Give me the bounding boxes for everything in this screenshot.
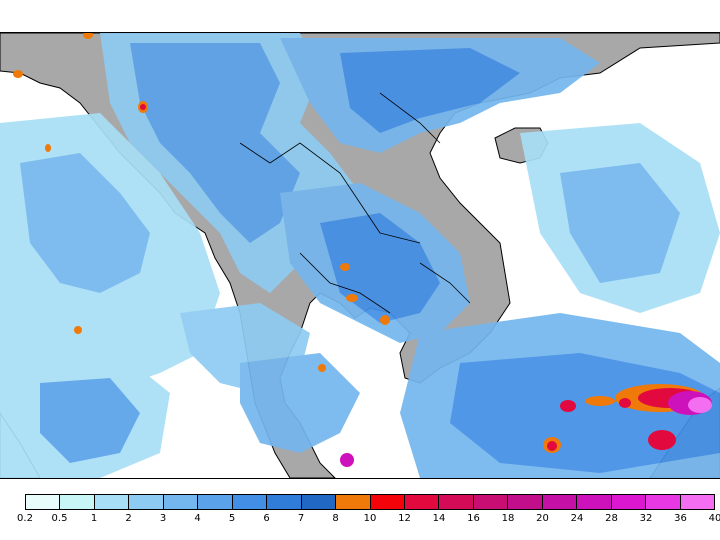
legend-swatch	[646, 495, 681, 509]
rain-area-east-mid	[560, 163, 680, 283]
legend-swatch	[26, 495, 61, 509]
legend-tick-label: 36	[674, 513, 687, 524]
heavy-rain-spot	[585, 396, 615, 406]
legend-tick-label: 0.2	[17, 513, 33, 524]
legend-tick-label: 5	[228, 513, 236, 524]
country-border	[239, 142, 421, 244]
country-border	[419, 262, 471, 304]
legend-swatch	[267, 495, 302, 509]
legend-swatch	[577, 495, 612, 509]
legend-tick-label: 10	[363, 513, 377, 524]
legend-tick-label: 0.5	[51, 513, 68, 524]
color-scale-ticks: 0.2 0.5 1 2 3 4 5 6 7 8 10 12 14 16 18 20 24 28 32 36 40	[17, 513, 720, 527]
rain-area-west-mid	[20, 153, 150, 293]
legend-tick-label: 32	[639, 513, 653, 524]
heavy-rain-spot	[13, 70, 23, 78]
country-border	[299, 252, 391, 314]
border-lines	[239, 92, 471, 314]
precipitation-map	[0, 32, 720, 479]
legend-swatch	[404, 495, 440, 509]
legend-swatch	[129, 495, 164, 509]
heavy-rain-spot	[619, 398, 631, 408]
legend-tick-label: 16	[467, 513, 480, 524]
legend-tick-label: 7	[297, 513, 305, 524]
legend-swatch	[439, 495, 474, 509]
legend-swatch	[198, 495, 233, 509]
legend-tick-label: 6	[263, 513, 270, 524]
legend-swatch	[94, 495, 130, 509]
legend-tick-label: 12	[398, 513, 411, 524]
legend-swatch	[542, 495, 578, 509]
heavy-rain-spot	[648, 430, 676, 450]
heavy-rain-spot	[74, 326, 82, 334]
legend-tick-label: 28	[605, 513, 618, 524]
heavy-rain-spot	[547, 441, 557, 451]
legend-tick-label: 1	[90, 513, 98, 524]
heavy-rain-spots	[13, 33, 712, 467]
heavy-rain-spot	[560, 400, 576, 412]
country-border	[379, 92, 441, 144]
heavy-rain-spot	[340, 453, 354, 467]
heavy-rain-spot	[318, 364, 326, 372]
heavy-rain-spot	[83, 33, 93, 39]
legend-tick-label: 40	[708, 513, 720, 524]
legend-swatch	[163, 495, 199, 509]
legend-tick-label: 18	[501, 513, 515, 524]
legend-tick-label: 3	[159, 513, 167, 524]
legend-swatch	[336, 495, 371, 509]
legend-swatch	[60, 495, 95, 509]
legend-swatch	[680, 495, 715, 509]
color-scale-bar	[25, 494, 715, 510]
legend-swatch	[508, 495, 543, 509]
legend-tick-label: 4	[194, 513, 201, 524]
legend-swatch	[232, 495, 268, 509]
heavy-rain-spot	[45, 144, 51, 152]
rain-area-north-dark	[130, 43, 300, 243]
map-svg	[0, 33, 720, 478]
rain-area-sw-mid	[40, 378, 140, 463]
heavy-rain-spot	[340, 263, 350, 271]
legend-tick-label: 8	[332, 513, 339, 524]
legend-tick-label: 14	[432, 513, 446, 524]
rain-area-south	[240, 353, 360, 453]
heavy-rain-spot	[140, 104, 146, 110]
legend-tick-label: 20	[536, 513, 549, 524]
heavy-rain-spot	[346, 294, 358, 302]
legend-swatch	[370, 495, 405, 509]
rain-area-ne-dark	[340, 48, 520, 133]
legend-swatch	[611, 495, 647, 509]
legend-swatch	[473, 495, 509, 509]
legend-tick-label: 24	[570, 513, 584, 524]
heavy-rain-spot	[688, 397, 712, 413]
heavy-rain-spot	[380, 315, 390, 325]
legend-tick-label: 2	[125, 513, 132, 524]
rain-field	[0, 33, 720, 478]
legend-swatch	[301, 495, 337, 509]
